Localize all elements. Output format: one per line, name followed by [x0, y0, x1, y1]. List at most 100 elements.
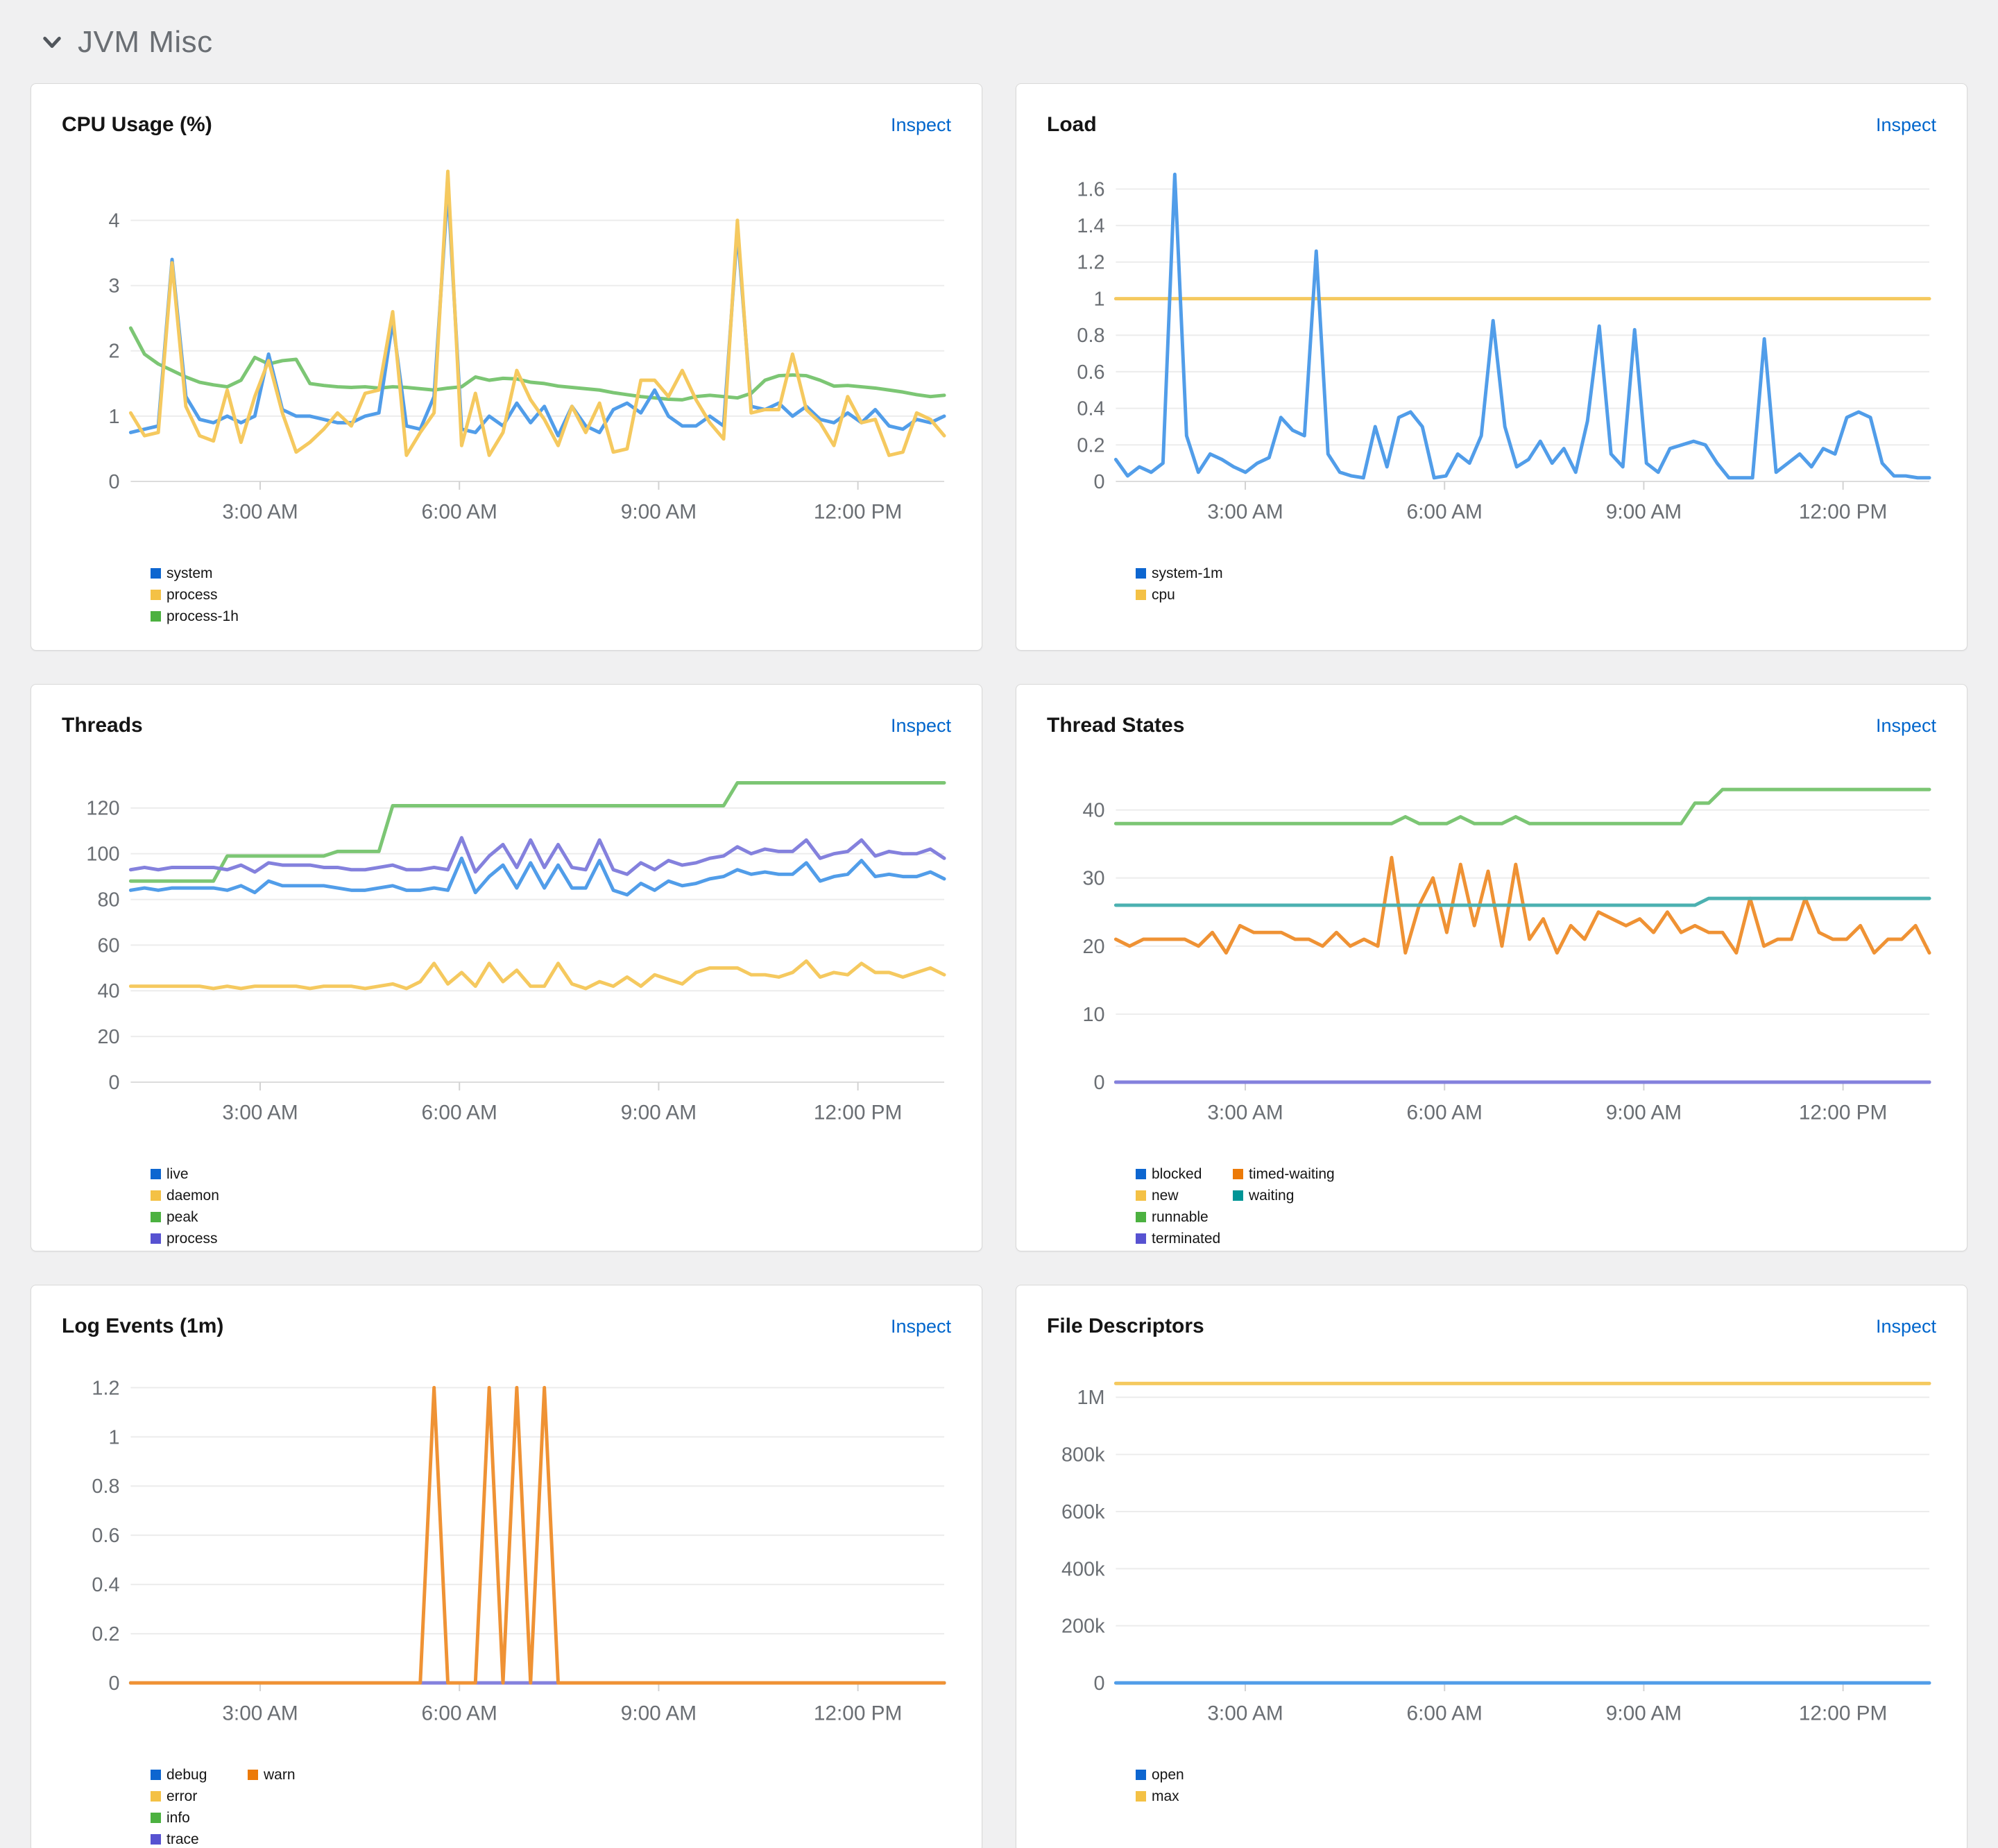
legend-item-open[interactable]: open — [1136, 1768, 1233, 1782]
inspect-link[interactable]: Inspect — [1875, 715, 1936, 736]
legend-item-process[interactable]: process — [151, 1231, 248, 1246]
load-chart: 0 0.2 0.4 0.6 0.8 1 1.2 1.4 1.6 3:00 AM 6:00 AM 9:0… — [1077, 172, 1931, 524]
legend-label: open — [1152, 1766, 1184, 1783]
legend-swatch-icon — [151, 1812, 161, 1823]
y-tick-label: 0.2 — [1077, 434, 1104, 456]
series-line-peak — [128, 781, 946, 883]
legend-item-process[interactable]: process — [151, 588, 248, 602]
y-tick-label: 1.4 — [1077, 215, 1104, 237]
legend-column: timed-waiting waiting — [1233, 1167, 1335, 1210]
legend-item-waiting[interactable]: waiting — [1233, 1188, 1335, 1203]
legend-column: live daemon peak process — [151, 1167, 248, 1251]
legend-item-info[interactable]: info — [151, 1811, 248, 1825]
legend-item-terminated[interactable]: terminated — [1136, 1231, 1233, 1246]
legend-swatch-icon — [1136, 1190, 1146, 1201]
y-tick-label: 0 — [1093, 1672, 1104, 1695]
series-line-system-1m — [1113, 172, 1931, 480]
panel-header: File Descriptors Inspect — [1047, 1315, 1936, 1338]
legend-item-blocked[interactable]: blocked — [1136, 1167, 1233, 1181]
inspect-link[interactable]: Inspect — [1875, 114, 1936, 135]
series-line-daemon — [128, 959, 946, 991]
section-title: JVM Misc — [78, 25, 213, 59]
threads-chart: 0 20 40 60 80 100 120 3:00 AM 6:00 AM 9:00 AM 12:0… — [86, 781, 946, 1124]
legend-label: blocked — [1152, 1165, 1202, 1182]
y-tick-label: 0 — [108, 1072, 119, 1094]
chart-legend: open max — [1047, 1768, 1936, 1811]
legend-item-trace[interactable]: trace — [151, 1832, 248, 1847]
y-tick-label: 20 — [97, 1026, 119, 1048]
panel-title: Thread States — [1047, 714, 1185, 737]
legend-swatch-icon — [1233, 1168, 1243, 1179]
legend-column: blocked new runnable terminated — [1136, 1167, 1233, 1251]
legend-label: process — [166, 586, 218, 603]
x-tick-label: 12:00 PM — [814, 501, 903, 524]
series-line-live — [128, 856, 946, 897]
chart-legend: system-1m cpu — [1047, 566, 1936, 609]
legend-item-system[interactable]: system — [151, 566, 248, 581]
legend-column: system-1m cpu — [1136, 566, 1233, 609]
dashboard-grid: CPU Usage (%) Inspect 0 1 2 3 4 3:00 AM 6:00 A… — [31, 83, 1967, 1848]
legend-swatch-icon — [1136, 1168, 1146, 1179]
legend-item-new[interactable]: new — [1136, 1188, 1233, 1203]
log-events-chart: 0 0.2 0.4 0.6 0.8 1 1.2 3:00 AM 6:00 AM 9:00 AM 12… — [92, 1377, 946, 1725]
x-tick-label: 6:00 AM — [1407, 1102, 1483, 1124]
legend-column: warn — [248, 1768, 345, 1789]
legend-column: system process process-1h — [151, 566, 248, 631]
y-tick-label: 0 — [108, 471, 119, 493]
legend-swatch-icon — [151, 1211, 161, 1222]
series-line-waiting — [1113, 896, 1931, 907]
inspect-link[interactable]: Inspect — [1875, 1316, 1936, 1337]
legend-label: cpu — [1152, 586, 1175, 603]
x-tick-label: 3:00 AM — [222, 1702, 298, 1725]
x-tick-label: 3:00 AM — [222, 501, 298, 524]
legend-item-runnable[interactable]: runnable — [1136, 1210, 1233, 1224]
legend-item-debug[interactable]: debug — [151, 1768, 248, 1782]
y-tick-label: 4 — [108, 210, 119, 232]
inspect-link[interactable]: Inspect — [890, 1316, 951, 1337]
legend-label: timed-waiting — [1249, 1165, 1335, 1182]
file-descriptors-chart: 0 200k 400k 600k 800k 1M 3:00 AM 6:00 AM 9:00 AM… — [1061, 1381, 1931, 1725]
legend-item-peak[interactable]: peak — [151, 1210, 248, 1224]
y-tick-label: 1 — [108, 406, 119, 428]
series-line-process — [128, 836, 946, 876]
y-tick-label: 80 — [97, 889, 119, 912]
section-header-jvm-misc[interactable]: JVM Misc — [42, 25, 1967, 60]
legend-label: error — [166, 1788, 198, 1804]
panel-load: Load Inspect 0 0.2 0.4 0.6 0.8 1 1.2 1.4 1.6 3:00… — [1016, 83, 1967, 651]
legend-item-live[interactable]: live — [151, 1167, 248, 1181]
legend-label: system — [166, 565, 213, 581]
y-tick-label: 120 — [86, 798, 119, 820]
inspect-link[interactable]: Inspect — [890, 715, 951, 736]
legend-item-daemon[interactable]: daemon — [151, 1188, 248, 1203]
panel-header: Load Inspect — [1047, 113, 1936, 137]
y-tick-label: 30 — [1082, 868, 1104, 890]
y-tick-label: 800k — [1061, 1444, 1105, 1466]
x-tick-label: 12:00 PM — [1799, 1702, 1888, 1725]
legend-label: live — [166, 1165, 189, 1182]
x-tick-label: 9:00 AM — [621, 1702, 697, 1725]
panel-log-events: Log Events (1m) Inspect 0 0.2 0.4 0.6 0.8 1 1.… — [31, 1285, 982, 1848]
legend-swatch-icon — [151, 1190, 161, 1201]
thread-states-chart: 0 10 20 30 40 3:00 AM 6:00 AM 9:00 AM 12:00 PM — [1082, 787, 1931, 1124]
chart-legend: blocked new runnable terminated timed-waitin… — [1047, 1167, 1936, 1251]
x-tick-label: 12:00 PM — [1799, 1102, 1888, 1124]
legend-item-system-1m[interactable]: system-1m — [1136, 566, 1233, 581]
legend-item-error[interactable]: error — [151, 1789, 248, 1804]
x-tick-label: 12:00 PM — [814, 1702, 903, 1725]
x-tick-label: 6:00 AM — [1407, 1702, 1483, 1725]
legend-item-cpu[interactable]: cpu — [1136, 588, 1233, 602]
x-tick-label: 12:00 PM — [814, 1102, 903, 1124]
panel-title: Load — [1047, 113, 1097, 136]
legend-item-timed-waiting[interactable]: timed-waiting — [1233, 1167, 1335, 1181]
inspect-link[interactable]: Inspect — [890, 114, 951, 135]
legend-label: peak — [166, 1208, 198, 1225]
x-tick-label: 6:00 AM — [422, 501, 497, 524]
legend-label: system-1m — [1152, 565, 1223, 581]
legend-item-max[interactable]: max — [1136, 1789, 1233, 1804]
legend-item-process-1h[interactable]: process-1h — [151, 609, 248, 624]
x-tick-label: 12:00 PM — [1799, 501, 1888, 524]
legend-swatch-icon — [1136, 589, 1146, 600]
legend-item-warn[interactable]: warn — [248, 1768, 345, 1782]
x-tick-label: 3:00 AM — [1207, 501, 1283, 524]
panel-header: Log Events (1m) Inspect — [62, 1315, 951, 1338]
